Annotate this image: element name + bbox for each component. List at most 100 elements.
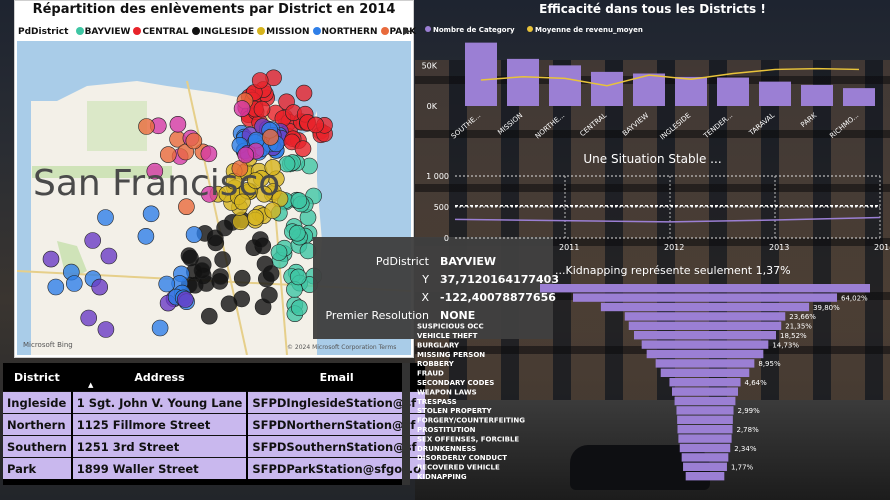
map-attribution[interactable]: © 2024 Microsoft Corporation Terms — [287, 344, 397, 351]
map-point-ingleside[interactable] — [201, 307, 218, 325]
funnel-bar-15[interactable] — [677, 425, 733, 434]
bar-3[interactable] — [591, 71, 623, 106]
map-point-bayview[interactable] — [290, 192, 308, 209]
map-point-park[interactable] — [146, 162, 164, 180]
funnel-bar-20[interactable] — [685, 472, 725, 481]
funnel-bar-19[interactable] — [683, 462, 727, 471]
bar-5[interactable] — [675, 76, 707, 106]
map-point-mission[interactable] — [232, 213, 249, 231]
map-point-central[interactable] — [307, 116, 325, 134]
funnel-bar-9[interactable] — [660, 368, 750, 377]
funnel-bar-13[interactable] — [676, 406, 734, 415]
map-point-park[interactable] — [160, 146, 177, 163]
map-point-northern[interactable] — [185, 226, 203, 243]
map-point-ingleside[interactable] — [233, 290, 250, 308]
map-point-northern[interactable] — [80, 309, 97, 327]
table-row[interactable]: Park 1899 Waller Street SFPDParkStation@sf… — [3, 457, 425, 479]
map-point-park[interactable] — [138, 118, 155, 135]
efficacite-chart[interactable]: 0K 50K SOUTHE... MISSION NORTHE... CENTRAL BAY… — [415, 36, 890, 151]
map-point-park[interactable] — [169, 116, 187, 133]
map-visual[interactable]: Répartition des enlèvements par District… — [14, 0, 416, 358]
legend-item-mission[interactable]: MISSION — [257, 27, 310, 37]
stations-table[interactable]: District Address Email Ingleside 1 Sgt. J… — [3, 363, 425, 485]
map-point-mission[interactable] — [247, 209, 264, 226]
map-point-mission[interactable] — [234, 193, 251, 211]
table-scrollbar[interactable] — [402, 363, 410, 485]
map-point-park[interactable] — [178, 198, 195, 215]
legend-item-bayview[interactable]: BAYVIEW — [75, 27, 130, 37]
map-point-northern[interactable] — [97, 321, 115, 338]
bar-0[interactable] — [465, 42, 497, 106]
bar-7[interactable] — [759, 81, 791, 106]
map-point-ingleside[interactable] — [252, 231, 269, 248]
funnel-bar-16[interactable] — [678, 434, 732, 443]
map-point-northern[interactable] — [158, 275, 175, 293]
funnel-bar-2[interactable] — [600, 302, 810, 312]
funnel-bar-10[interactable] — [669, 378, 741, 387]
funnel-bar-3[interactable] — [624, 312, 786, 321]
map-point-central[interactable] — [253, 100, 271, 118]
map-point-northern[interactable] — [97, 209, 114, 226]
map-point-park[interactable] — [201, 186, 218, 203]
table-row[interactable]: Ingleside 1 Sgt. John V. Young Lane SFPDIn… — [3, 391, 425, 414]
map-point-ingleside[interactable] — [212, 268, 229, 285]
funnel-bar-8[interactable] — [655, 359, 755, 368]
funnel-bar-1[interactable] — [572, 293, 838, 302]
map-point-central[interactable] — [294, 140, 312, 157]
funnel-bar-18[interactable] — [681, 453, 729, 462]
sort-ascending-icon[interactable]: ▲ — [88, 381, 94, 389]
map-canvas[interactable]: San Francisco Microsoft Bing © 2024 Micr… — [17, 41, 411, 355]
funnel-bar-7[interactable] — [646, 349, 764, 359]
map-point-ingleside[interactable] — [254, 298, 272, 316]
map-point-northern[interactable] — [91, 278, 108, 296]
legend-item-park[interactable]: PARK — [380, 27, 416, 37]
funnel-bar-14[interactable] — [677, 415, 733, 424]
bar-4[interactable] — [633, 73, 665, 107]
map-point-northern[interactable] — [100, 247, 118, 265]
funnel-chart[interactable]: 64,02%39,80%23,66% SUSPICIOUS OCC 21,35% VE… — [415, 282, 890, 492]
funnel-bar-12[interactable] — [674, 396, 736, 406]
map-point-bayview[interactable] — [270, 244, 288, 261]
map-point-bayview[interactable] — [290, 299, 308, 317]
column-header-email[interactable]: Email — [246, 363, 425, 392]
funnel-bar-11[interactable] — [672, 387, 738, 396]
table-row[interactable]: Southern 1251 3rd Street SFPDSouthernStati… — [3, 435, 425, 458]
bar-8[interactable] — [801, 84, 833, 106]
legend-item-northern[interactable]: NORTHERN — [312, 27, 378, 37]
funnel-bar-5[interactable] — [633, 331, 777, 340]
map-point-ingleside[interactable] — [214, 251, 231, 268]
bar-6[interactable] — [717, 77, 749, 106]
map-point-ingleside[interactable] — [180, 247, 198, 264]
map-point-ingleside[interactable] — [207, 234, 225, 252]
map-point-northern[interactable] — [65, 275, 83, 292]
funnel-bar-6[interactable] — [641, 340, 769, 349]
map-point-central[interactable] — [295, 84, 313, 102]
map-point-northern[interactable] — [151, 319, 169, 337]
bar-2[interactable] — [549, 65, 581, 106]
map-point-park[interactable] — [200, 145, 218, 163]
bar-1[interactable] — [507, 58, 539, 106]
map-point-northern[interactable] — [42, 250, 60, 268]
map-point-mission[interactable] — [247, 172, 264, 189]
map-point-park[interactable] — [185, 132, 203, 150]
map-point-central[interactable] — [251, 72, 269, 89]
map-point-park[interactable] — [237, 146, 254, 164]
funnel-bar-17[interactable] — [679, 443, 731, 453]
map-point-ingleside[interactable] — [233, 269, 251, 287]
bar-9[interactable] — [843, 88, 875, 106]
legend-item-ingleside[interactable]: INGLESIDE — [191, 27, 254, 37]
map-point-northern[interactable] — [137, 228, 155, 245]
map-point-ingleside[interactable] — [256, 255, 274, 273]
legend-next-icon[interactable]: ▶ — [403, 26, 411, 37]
map-point-bayview[interactable] — [288, 224, 306, 242]
map-point-northern[interactable] — [177, 291, 194, 308]
column-header-address[interactable]: Address — [70, 363, 248, 392]
map-point-ingleside[interactable] — [258, 270, 275, 288]
column-header-district[interactable]: District — [3, 363, 72, 392]
legend-item-central[interactable]: CENTRAL — [133, 27, 189, 37]
map-point-bayview[interactable] — [278, 155, 296, 173]
map-point-mission[interactable] — [264, 159, 282, 176]
map-point-northern[interactable] — [47, 278, 65, 296]
map-point-northern[interactable] — [142, 205, 160, 223]
map-point-park[interactable] — [233, 100, 251, 117]
